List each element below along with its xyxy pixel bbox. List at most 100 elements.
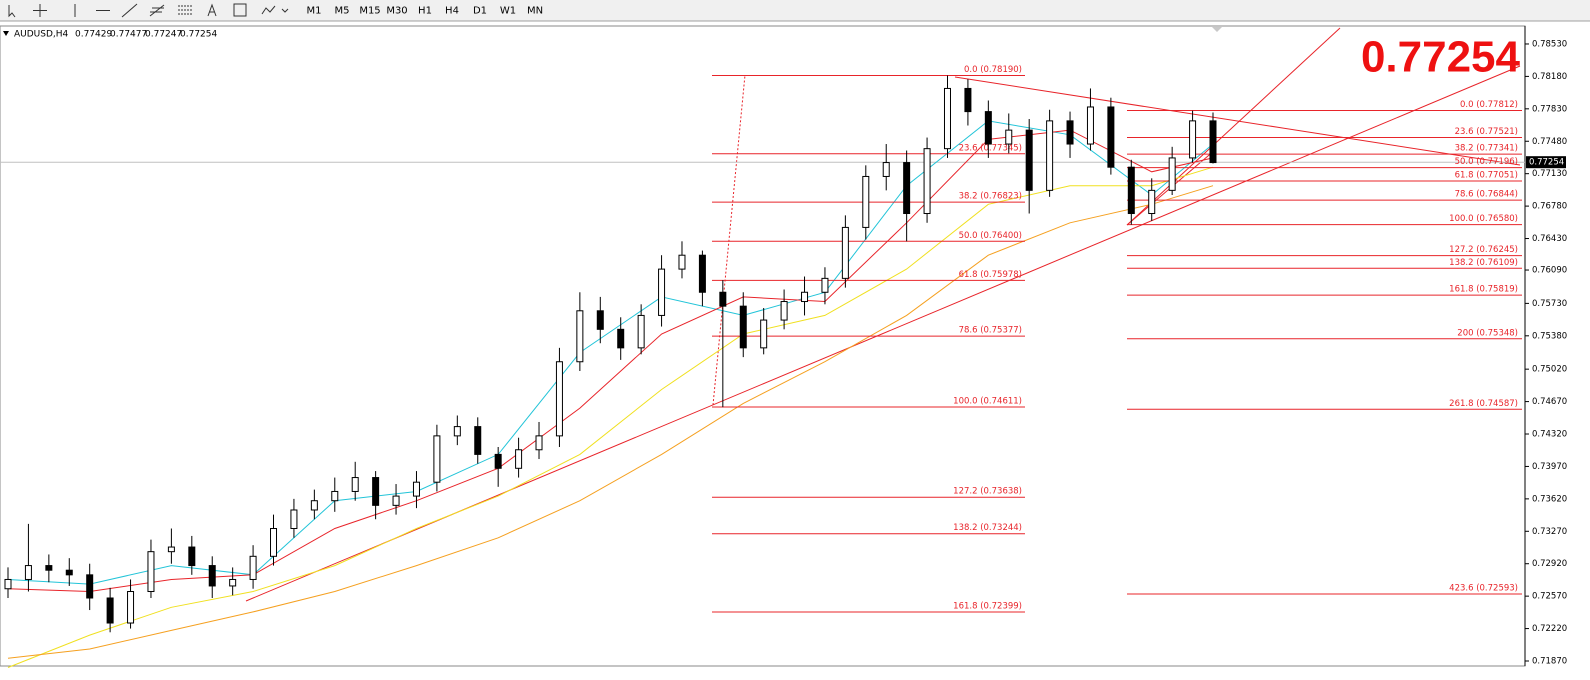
y-tick-label: 0.76430: [1532, 234, 1567, 244]
candle-body: [678, 254, 686, 270]
candle-body: [596, 310, 604, 330]
fib-label: 138.2 (0.73244): [953, 523, 1022, 533]
y-tick-label: 0.73620: [1532, 494, 1567, 504]
timeframe-button[interactable]: M30: [386, 6, 407, 17]
candle-body: [1046, 120, 1054, 191]
y-tick-label: 0.78530: [1532, 39, 1567, 49]
timeframe-button[interactable]: D1: [473, 6, 487, 17]
trendline-icon[interactable]: [121, 3, 138, 18]
fib-label: 23.6 (0.77345): [959, 143, 1022, 153]
y-tick-label: 0.77130: [1532, 169, 1567, 179]
big-price: 0.77254: [1361, 33, 1521, 82]
y-tick-label: 0.72920: [1532, 559, 1567, 569]
y-tick-label: 0.77480: [1532, 137, 1567, 147]
candle-body: [719, 291, 727, 307]
y-tick-label: 0.73970: [1532, 462, 1567, 472]
candle-body: [1066, 120, 1074, 145]
candle-body: [617, 328, 625, 349]
fib-label: 50.0 (0.76400): [959, 231, 1022, 241]
timeframe-button[interactable]: M5: [335, 6, 350, 17]
candle-body: [474, 426, 482, 455]
y-tick-label: 0.78180: [1532, 72, 1567, 82]
fib-label: 127.2 (0.76245): [1449, 245, 1518, 255]
candle-body: [1005, 129, 1013, 145]
timeframe-button[interactable]: M1: [307, 6, 322, 17]
fib-label: 161.8 (0.75819): [1449, 285, 1518, 295]
candle-body: [270, 528, 278, 557]
fib-label: 0.0 (0.78190): [964, 65, 1022, 75]
y-tick-label: 0.72220: [1532, 624, 1567, 634]
crosshair-icon[interactable]: [33, 4, 47, 17]
cursor-icon[interactable]: [8, 5, 16, 18]
timeframe-button[interactable]: W1: [500, 6, 516, 17]
candle-body: [392, 495, 400, 506]
arrows-icon[interactable]: [261, 5, 289, 15]
fibo-icon[interactable]: [178, 5, 192, 15]
candle-body: [453, 426, 461, 437]
timeframe-button[interactable]: H4: [445, 6, 459, 17]
candle-body: [4, 578, 12, 590]
candle-body: [45, 565, 53, 571]
candle-body: [351, 477, 359, 492]
candle-body: [1189, 120, 1197, 159]
candle-body: [249, 555, 257, 580]
candle-body: [923, 148, 931, 215]
candle-body: [1168, 157, 1176, 191]
candle-body: [65, 569, 73, 576]
symbol-arrow: [3, 31, 9, 36]
candle-body: [1107, 106, 1115, 168]
fib-label: 78.6 (0.75377): [959, 326, 1022, 336]
text-icon[interactable]: [207, 3, 217, 17]
candle-body: [943, 87, 951, 150]
symbol: AUDUSD,H4: [14, 30, 69, 40]
candle-body: [862, 175, 870, 228]
candle-body: [1025, 129, 1033, 191]
moving-average: [7, 185, 1214, 659]
y-tick-label: 0.71870: [1532, 656, 1567, 666]
price-box-label: 0.77254: [1529, 158, 1564, 168]
candle-body: [535, 435, 543, 451]
y-tick-label: 0.76090: [1532, 266, 1567, 276]
timeframe-button[interactable]: H1: [418, 6, 432, 17]
fib-label: 78.6 (0.76844): [1455, 190, 1518, 200]
ohlc-value: 0.77254: [180, 30, 217, 40]
candle-body: [24, 565, 32, 580]
candle-body: [658, 268, 666, 316]
candle-body: [433, 435, 441, 483]
candle-body: [739, 305, 747, 349]
fib-label: 200 (0.75348): [1457, 328, 1518, 338]
toolbar: [0, 0, 1590, 21]
timeframe-button[interactable]: M15: [359, 6, 380, 17]
y-tick-label: 0.74670: [1532, 397, 1567, 407]
candle-body: [127, 591, 135, 624]
fib-label: 23.6 (0.77521): [1455, 127, 1518, 137]
y-tick-label: 0.76780: [1532, 202, 1567, 212]
label-icon[interactable]: [233, 3, 247, 17]
candle-body: [1127, 166, 1135, 215]
candle-body: [576, 310, 584, 363]
price-box: [1526, 156, 1566, 169]
fib-label: 61.8 (0.75978): [959, 270, 1022, 280]
resistance-line: [954, 76, 1521, 166]
candle-body: [637, 314, 645, 349]
candle-body: [698, 254, 706, 293]
candle-body: [86, 574, 94, 599]
candle-body: [106, 597, 114, 624]
candle-body: [188, 546, 196, 567]
fib-label: 100.0 (0.76580): [1449, 214, 1518, 224]
ohlc-value: 0.77429: [75, 30, 112, 40]
fib-label: 138.2 (0.76109): [1449, 258, 1518, 268]
candle-body: [1209, 120, 1217, 164]
candle-body: [208, 565, 216, 587]
fib-label: 261.8 (0.74587): [1449, 399, 1518, 409]
fib-label: 100.0 (0.74611): [953, 397, 1022, 407]
candle-body: [801, 291, 809, 303]
candle-body: [310, 500, 318, 511]
timeframe-button[interactable]: MN: [527, 6, 543, 17]
candle-body: [1086, 106, 1094, 145]
shift-marker: [1212, 27, 1222, 32]
channel-icon[interactable]: [149, 4, 165, 17]
fib-label: 38.2 (0.77341): [1455, 144, 1518, 154]
candle-body: [760, 319, 768, 349]
